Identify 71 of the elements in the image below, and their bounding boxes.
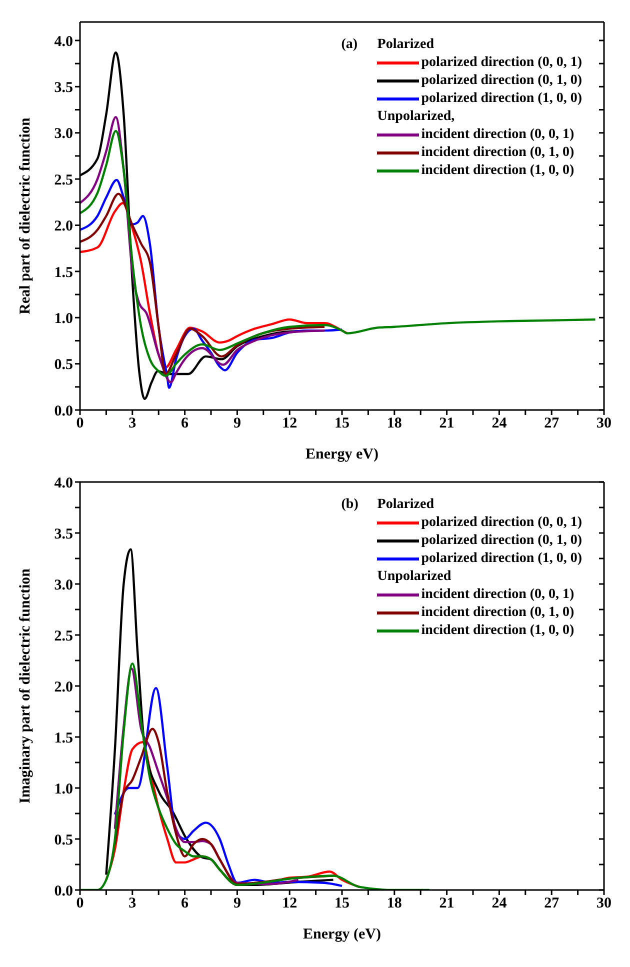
legend-label: polarized direction (0, 1, 0) <box>421 532 582 550</box>
y-tick-label: 1.5 <box>54 730 73 746</box>
y-tick-label: 2.0 <box>54 679 73 696</box>
line-series <box>105 548 334 886</box>
x-tick-label: 21 <box>439 896 454 912</box>
x-tick-label: 12 <box>282 416 298 432</box>
y-axis-title: Imaginary part of dielectric function <box>17 568 34 804</box>
legend-label: incident direction (0, 0, 1) <box>421 126 574 144</box>
x-tick-label: 15 <box>334 416 350 432</box>
line-series <box>114 668 300 885</box>
x-axis-title: Energy (eV) <box>303 926 381 943</box>
x-tick-label: 24 <box>492 416 508 432</box>
line-series <box>80 178 344 389</box>
legend-label: incident direction (0, 0, 1) <box>421 586 574 604</box>
x-tick-label: 27 <box>544 416 560 432</box>
y-tick-label: 3.0 <box>54 577 73 594</box>
x-tick-label: 0 <box>76 416 84 432</box>
x-tick-label: 21 <box>439 416 454 432</box>
y-tick-label: 0.5 <box>54 832 73 848</box>
x-tick-label: 0 <box>76 896 84 912</box>
x-tick-label: 18 <box>386 416 402 432</box>
y-tick-label: 3.0 <box>54 126 73 142</box>
legend-label: polarized direction (1, 0, 0) <box>421 90 582 108</box>
x-tick-label: 18 <box>386 896 402 912</box>
legend-label: incident direction (0, 1, 0) <box>421 604 574 622</box>
line-series <box>114 686 344 888</box>
x-tick-label: 3 <box>128 896 136 912</box>
annotation: (a) <box>341 36 359 54</box>
legend-label: polarized direction (1, 0, 0) <box>421 550 582 568</box>
line-series <box>80 116 326 384</box>
y-tick-label: 2.5 <box>54 172 73 188</box>
x-tick-label: 9 <box>233 416 241 432</box>
legend-label: polarized direction (0, 0, 1) <box>421 514 582 532</box>
legend-title: Polarized <box>377 496 434 514</box>
legend-label: incident direction (1, 0, 0) <box>421 162 574 180</box>
x-tick-label: 3 <box>128 416 136 432</box>
legend-label: incident direction (0, 1, 0) <box>421 144 574 162</box>
y-tick-label: 3.5 <box>54 80 73 96</box>
line-series <box>80 130 596 377</box>
y-tick-label: 1.0 <box>54 781 73 798</box>
y-tick-label: 2.5 <box>54 628 73 644</box>
x-tick-label: 27 <box>544 896 560 912</box>
y-tick-label: 4.0 <box>54 475 73 492</box>
x-tick-label: 24 <box>492 896 508 912</box>
x-tick-label: 6 <box>181 416 190 432</box>
y-axis-title: Real part of dielectric function <box>17 117 34 314</box>
y-tick-label: 2.0 <box>54 218 73 235</box>
legend-title: Polarized <box>377 36 434 54</box>
line-series <box>80 202 348 369</box>
annotation: (b) <box>341 496 360 514</box>
line-series <box>80 192 326 376</box>
x-tick-label: 30 <box>596 416 612 432</box>
legend-label: polarized direction (0, 1, 0) <box>421 72 582 90</box>
x-tick-label: 6 <box>181 896 190 912</box>
y-tick-label: 0.5 <box>54 357 73 374</box>
legend-label: polarized direction (0, 0, 1) <box>421 54 582 72</box>
y-tick-label: 1.0 <box>54 310 73 327</box>
x-axis-title: Energy eV) <box>306 446 378 463</box>
annotation: Unpolarized, <box>376 108 456 126</box>
x-tick-label: 9 <box>233 896 241 912</box>
y-tick-label: 3.5 <box>54 526 73 542</box>
x-tick-label: 30 <box>596 896 612 912</box>
y-tick-label: 0.0 <box>54 403 73 420</box>
x-tick-label: 12 <box>282 896 298 912</box>
y-tick-label: 0.0 <box>54 883 73 900</box>
y-tick-label: 1.5 <box>54 264 73 281</box>
legend-label: incident direction (1, 0, 0) <box>421 622 574 640</box>
line-series <box>80 662 430 890</box>
annotation: Unpolarized <box>376 568 452 586</box>
y-tick-label: 4.0 <box>54 34 73 50</box>
x-tick-label: 15 <box>334 896 350 912</box>
